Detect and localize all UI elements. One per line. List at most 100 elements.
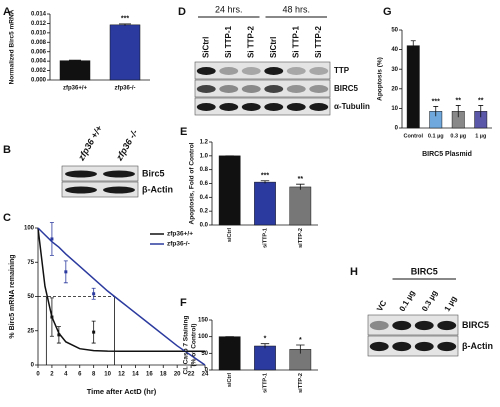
y-axis-title: Cl. Casp 7 Staining xyxy=(183,316,190,375)
y-tick-label: 0.004 xyxy=(31,59,47,65)
blot-band xyxy=(219,103,239,111)
x-tick-label: 8 xyxy=(92,372,96,378)
significance: ** xyxy=(298,176,304,183)
y-tick-label: 0.008 xyxy=(31,40,47,46)
bar xyxy=(254,345,276,371)
y-tick-label: 0 xyxy=(31,363,35,369)
blot-band xyxy=(196,85,216,93)
group-label: 48 hrs. xyxy=(282,4,310,14)
point xyxy=(92,330,96,334)
significance: * xyxy=(264,336,267,343)
blot-band xyxy=(392,341,412,352)
blot-band xyxy=(437,320,457,331)
significance: ** xyxy=(478,97,484,104)
bar xyxy=(109,24,141,81)
y-tick-label: 25 xyxy=(27,328,34,334)
bar xyxy=(406,45,420,129)
y-tick-label: 0.006 xyxy=(31,49,47,55)
lane-label: zfp36 -/- xyxy=(114,128,140,163)
x-axis-title: Time after ActD (hr) xyxy=(87,387,157,396)
error-bar xyxy=(410,40,416,51)
blot-band xyxy=(241,67,261,75)
band-label: Birc5 xyxy=(142,168,165,178)
blot-band xyxy=(286,67,306,75)
blot-band xyxy=(219,67,239,75)
point xyxy=(50,237,54,241)
x-tick-label: 18 xyxy=(160,372,167,378)
blot-band xyxy=(437,341,457,352)
blot-band xyxy=(286,103,306,111)
y-tick-label: 0.8 xyxy=(200,167,209,173)
blot-band xyxy=(219,85,239,93)
x-tick-label: siTTP-1 xyxy=(262,373,268,393)
bar xyxy=(59,60,91,81)
lane-label: zfp36 +/+ xyxy=(76,123,105,163)
lane-label: Si TTP-2 xyxy=(246,25,255,58)
blot-band xyxy=(241,103,261,111)
x-tick-label: siTTP-1 xyxy=(262,228,268,248)
y-tick-label: 0.000 xyxy=(31,78,47,84)
point xyxy=(64,270,68,274)
y-tick-label: 1.2 xyxy=(200,140,209,146)
error-bar xyxy=(260,343,270,349)
band-label: BIRC5 xyxy=(462,320,489,330)
error-bar xyxy=(455,105,461,118)
y-tick-label: 0.010 xyxy=(31,30,47,36)
x-tick-label: zfp36+/+ xyxy=(63,86,88,92)
bar xyxy=(218,336,241,371)
y-tick-label: 50 xyxy=(391,28,398,34)
group-label: BIRC5 xyxy=(411,266,438,276)
y-tick-label: 50 xyxy=(27,294,34,300)
y-tick-label: 20 xyxy=(391,86,398,92)
significance: *** xyxy=(261,173,269,180)
blot-band xyxy=(103,186,135,194)
bar xyxy=(289,186,312,226)
point xyxy=(92,292,96,296)
y-tick-label: 1.0 xyxy=(200,153,209,159)
panel-label: C xyxy=(3,212,11,224)
blot-band xyxy=(241,85,261,93)
panel-label: B xyxy=(3,144,11,156)
x-tick-label: 12 xyxy=(118,372,125,378)
y-tick-label: 0.012 xyxy=(31,21,47,27)
y-tick-label: 30 xyxy=(391,67,398,73)
lane-label: 0.1 µg xyxy=(398,289,417,313)
y-tick-label: 100 xyxy=(24,226,35,232)
blot-band xyxy=(264,85,284,93)
x-tick-label: siTTP-2 xyxy=(298,228,304,248)
blot-band xyxy=(196,103,216,111)
blot-band xyxy=(392,320,412,331)
x-tick-label: 14 xyxy=(132,372,139,378)
band-label: α-Tubulin xyxy=(334,102,370,111)
blot-band xyxy=(309,103,329,111)
y-tick-label: 0 xyxy=(395,126,399,132)
significance: ** xyxy=(456,97,462,104)
group-label: 24 hrs. xyxy=(215,4,243,14)
point xyxy=(57,333,61,337)
lane-label: Si TTP-1 xyxy=(291,25,300,58)
y-axis-title: Apoptosis (%) xyxy=(377,57,384,101)
error-bar xyxy=(478,105,484,118)
blot-strip xyxy=(194,61,331,80)
blot-band xyxy=(309,67,329,75)
significance: *** xyxy=(432,98,440,105)
error-bar xyxy=(119,23,131,26)
band-label: β-Actin xyxy=(462,341,493,351)
blot-band xyxy=(65,170,97,178)
blot-band xyxy=(414,341,434,352)
blot-strip xyxy=(367,335,459,357)
x-tick-label: 16 xyxy=(146,372,153,378)
band-label: TTP xyxy=(334,66,350,75)
x-tick-label: 6 xyxy=(78,372,82,378)
lane-label: Si TTP-2 xyxy=(314,25,323,58)
fit-line xyxy=(37,227,206,366)
y-tick-label: 0.0 xyxy=(200,223,209,229)
x-axis-title: BIRC5 Plasmid xyxy=(422,151,472,158)
panel-label: F xyxy=(180,297,187,309)
panel-label: G xyxy=(383,6,392,18)
lane-label: SiCtrl xyxy=(269,37,278,58)
panel-label: E xyxy=(180,126,187,138)
x-tick-label: 22 xyxy=(188,372,195,378)
x-tick-label: 4 xyxy=(64,372,68,378)
